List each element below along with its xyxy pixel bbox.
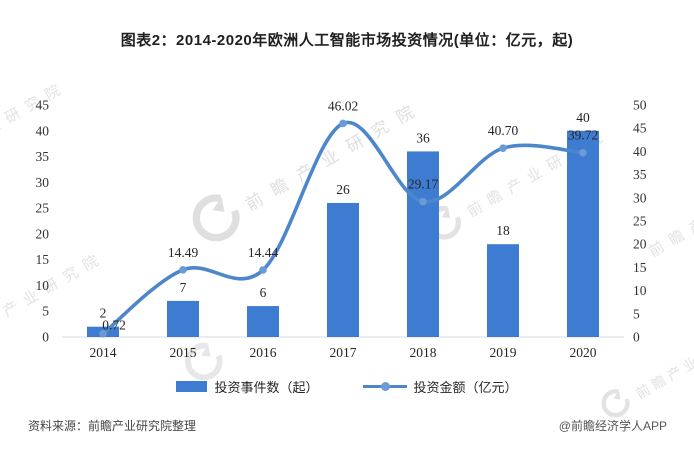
right-axis-tick: 0 <box>633 330 640 345</box>
legend-item-line-series: 投资金额（亿元） <box>362 377 518 396</box>
line-marker-2017 <box>339 119 347 128</box>
right-axis-tick: 40 <box>633 144 647 159</box>
line-marker-2019 <box>499 144 507 152</box>
right-axis-tick: 35 <box>633 167 647 182</box>
line-series-swatch <box>362 381 407 392</box>
line-value-label-2020: 39.72 <box>568 128 598 143</box>
left-axis-tick: 30 <box>36 175 50 190</box>
line-value-label-2015: 14.49 <box>168 245 199 260</box>
source-note: 资料来源：前瞻产业研究院整理 <box>28 419 197 433</box>
x-axis-label-2016: 2016 <box>250 345 277 360</box>
right-axis-tick: 5 <box>633 306 640 321</box>
left-axis-tick: 40 <box>36 123 50 138</box>
x-axis-label-2018: 2018 <box>410 345 437 360</box>
line-marker-2015 <box>179 265 187 274</box>
left-axis-tick: 5 <box>42 304 49 319</box>
legend-item-bar-series: 投资事件数（起） <box>176 377 319 396</box>
bar-series-label: 投资事件数（起） <box>214 380 319 395</box>
left-axis-tick: 35 <box>36 149 50 164</box>
right-axis-tick: 15 <box>633 260 647 275</box>
left-axis-tick: 25 <box>36 201 50 216</box>
chart-title: 图表2：2014-2020年欧洲人工智能市场投资情况(单位：亿元，起) <box>120 32 574 49</box>
line-marker-2014 <box>99 329 107 338</box>
line-value-label-2018: 29.17 <box>408 177 439 192</box>
left-axis-tick: 15 <box>36 252 50 267</box>
bar-2016 <box>247 306 279 337</box>
x-axis-label-2017: 2017 <box>330 345 357 360</box>
chart-canvas: 4540353025201510505045403530252015105022… <box>36 98 647 361</box>
right-axis-tick: 10 <box>633 283 647 298</box>
bar-2015 <box>167 300 199 337</box>
x-axis-label-2020: 2020 <box>570 345 597 360</box>
right-axis-tick: 50 <box>633 98 647 113</box>
bar-2018 <box>407 151 439 337</box>
bar-2020 <box>567 130 599 337</box>
bar-series-swatch <box>176 381 208 392</box>
bar-value-label-2015: 7 <box>180 280 187 295</box>
line-marker-2020 <box>579 148 587 157</box>
right-axis-tick: 20 <box>633 237 647 252</box>
bar-value-label-2020: 40 <box>576 110 590 125</box>
bar-value-label-2017: 26 <box>336 182 350 197</box>
left-axis-tick: 10 <box>36 278 50 293</box>
line-marker-2018 <box>419 197 427 206</box>
left-axis-tick: 20 <box>36 226 50 241</box>
x-axis-label-2014: 2014 <box>90 345 117 360</box>
line-value-label-2016: 14.44 <box>248 245 279 260</box>
chart-legend: 投资事件数（起） 投资金额（亿元） <box>0 377 694 396</box>
x-axis-label-2015: 2015 <box>170 345 197 360</box>
bar-value-label-2014: 2 <box>100 306 107 321</box>
right-axis-tick: 45 <box>633 121 647 136</box>
bar-value-label-2018: 36 <box>416 130 430 145</box>
credit-note: @前瞻经济学人APP <box>558 419 667 433</box>
line-value-label-2019: 40.70 <box>488 123 519 138</box>
bar-2017 <box>327 202 359 337</box>
left-axis-tick: 45 <box>36 98 50 113</box>
right-axis-tick: 30 <box>633 190 647 205</box>
bar-value-label-2019: 18 <box>496 223 510 238</box>
line-value-label-2017: 46.02 <box>328 98 358 113</box>
bar-2019 <box>487 244 519 337</box>
bar-value-label-2016: 6 <box>260 285 267 300</box>
line-marker-2016 <box>259 266 267 274</box>
right-axis-tick: 25 <box>633 214 647 229</box>
line-swatch-marker <box>380 382 390 391</box>
line-series-label: 投资金额（亿元） <box>413 380 518 395</box>
x-axis-label-2019: 2019 <box>490 345 517 360</box>
left-axis-tick: 0 <box>42 330 49 345</box>
line-value-label-2014: 0.72 <box>102 318 126 333</box>
